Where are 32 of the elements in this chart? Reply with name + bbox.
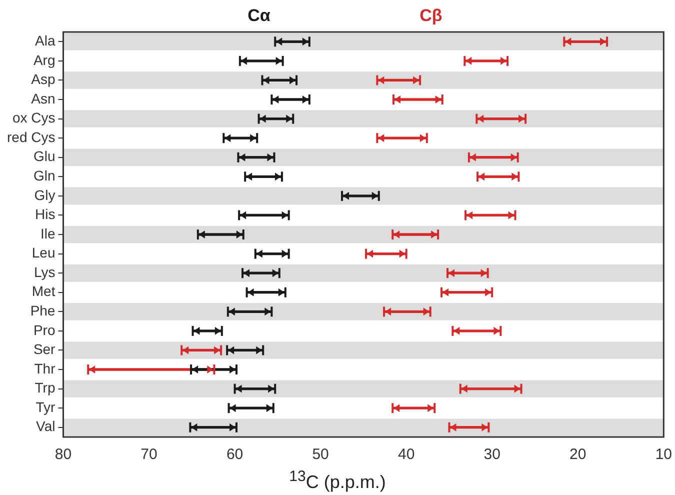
x-tick-label: 80 (54, 446, 72, 464)
x-tick-label: 20 (570, 446, 586, 464)
y-tick-label: Ile (40, 225, 56, 242)
y-tick-label: Trp (34, 380, 56, 396)
y-tick-label: Tyr (36, 398, 56, 415)
x-tick-label: 30 (484, 446, 500, 464)
y-tick-label: Glu (33, 148, 56, 164)
y-tick-label: Phe (30, 302, 56, 318)
y-tick-label: His (35, 206, 56, 222)
y-tick-label: red Cys (7, 128, 56, 145)
x-axis-title: $^{13}$C (p.p.m.) (288, 468, 387, 493)
x-tick-label: 50 (312, 446, 329, 464)
y-tick-label: Met (32, 283, 56, 300)
y-tick-label: Asn (31, 90, 56, 106)
x-tick-label: 40 (398, 446, 415, 464)
x-tick-label: 10 (655, 446, 672, 464)
y-tick-label: Ala (35, 32, 56, 48)
y-tick-label: Ser (33, 341, 56, 358)
x-tick-label: 70 (140, 446, 158, 464)
series-label: Cα (248, 6, 270, 26)
y-tick-label: Arg (33, 52, 56, 68)
y-tick-label: Gln (33, 168, 56, 184)
x-tick-label: 60 (226, 446, 244, 464)
y-tick-label: Pro (33, 322, 56, 338)
y-tick-label: Asp (31, 71, 56, 88)
y-tick-label: Thr (34, 360, 56, 376)
y-tick-label: Val (36, 418, 56, 434)
y-tick-label: Leu (32, 244, 56, 261)
y-tick-label: Lys (34, 264, 56, 280)
y-tick-label: Gly (34, 186, 56, 203)
text: Cβ (420, 6, 442, 26)
y-tick-label: ox Cys (12, 110, 56, 126)
